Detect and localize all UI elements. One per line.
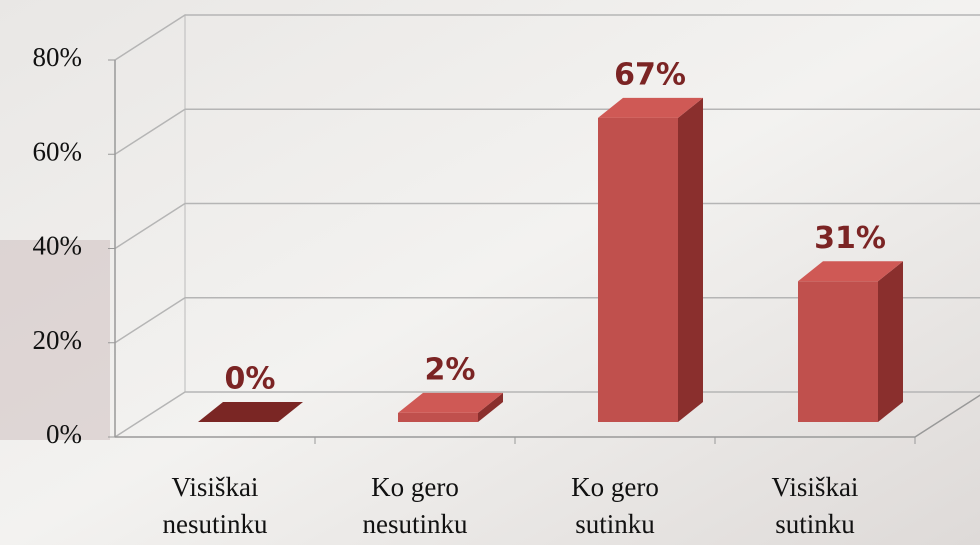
bar-top	[798, 261, 903, 282]
bar-top	[398, 392, 503, 413]
bar	[598, 117, 678, 422]
x-tick-label: Ko gero	[571, 472, 659, 502]
bar	[398, 412, 478, 422]
x-tick-label: Ko gero	[371, 472, 459, 502]
y-tick-label: 60%	[33, 136, 83, 166]
value-label: 31%	[814, 221, 886, 256]
x-tick-label: sutinku	[575, 509, 655, 539]
value-label: 2%	[425, 352, 476, 387]
grid-line	[114, 108, 980, 155]
y-tick-label: 80%	[33, 42, 83, 72]
y-tick-label: 20%	[33, 325, 83, 355]
x-tick-label: nesutinku	[363, 509, 468, 539]
x-tick-label: Visiškai	[772, 472, 859, 502]
y-tick-label: 40%	[33, 231, 83, 261]
y-tick-label: 0%	[46, 419, 82, 449]
grid-line	[114, 391, 980, 438]
value-label: 67%	[614, 57, 686, 92]
bar-top	[598, 97, 703, 118]
bar	[798, 281, 878, 422]
background-shade	[0, 240, 110, 440]
x-tick-label: nesutinku	[163, 509, 268, 539]
bar-side	[878, 261, 903, 422]
bar-side	[478, 392, 503, 422]
grid-line	[114, 297, 980, 344]
x-tick-label: sutinku	[775, 509, 855, 539]
grid-line	[114, 14, 980, 61]
grid-line	[114, 202, 980, 250]
bar-side	[678, 97, 703, 422]
x-tick-label: Visiškai	[172, 472, 259, 502]
value-label: 0%	[225, 362, 276, 397]
bar-top	[198, 402, 303, 422]
